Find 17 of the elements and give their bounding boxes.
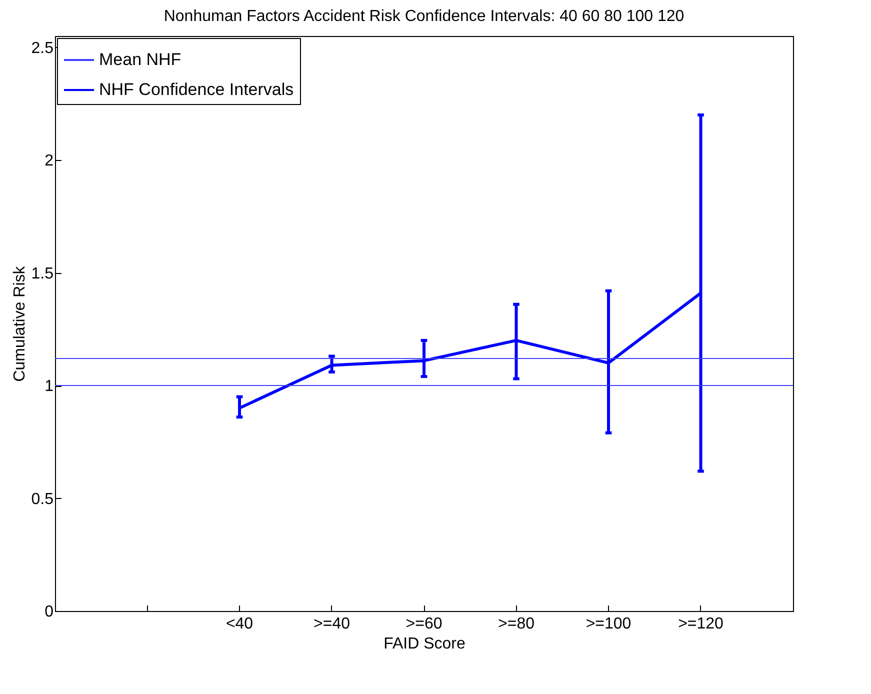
y-tick-label: 0.5 (31, 490, 54, 508)
x-tick-label: <40 (226, 616, 254, 632)
x-tick-label: >=40 (314, 616, 350, 632)
legend-label: NHF Confidence Intervals (99, 80, 294, 99)
x-tick-label: >=60 (406, 616, 442, 632)
x-axis-title: FAID Score (384, 636, 466, 652)
x-tick-label: >=120 (678, 616, 724, 632)
chart-title: Nonhuman Factors Accident Risk Confidence Intervals: 40 60 80 100 120 (164, 8, 684, 25)
y-tick-label: 0 (44, 604, 54, 620)
x-tick-label: >=100 (586, 616, 632, 632)
y-tick-label: 2 (44, 152, 54, 170)
legend-label: Mean NHF (99, 50, 182, 69)
y-tick-label: 2.5 (31, 40, 54, 57)
y-axis-title: Cumulative Risk (11, 265, 28, 382)
y-tick-label: 1 (44, 378, 54, 396)
x-tick-label: >=80 (498, 616, 535, 632)
y-tick-label: 1.5 (31, 265, 54, 282)
